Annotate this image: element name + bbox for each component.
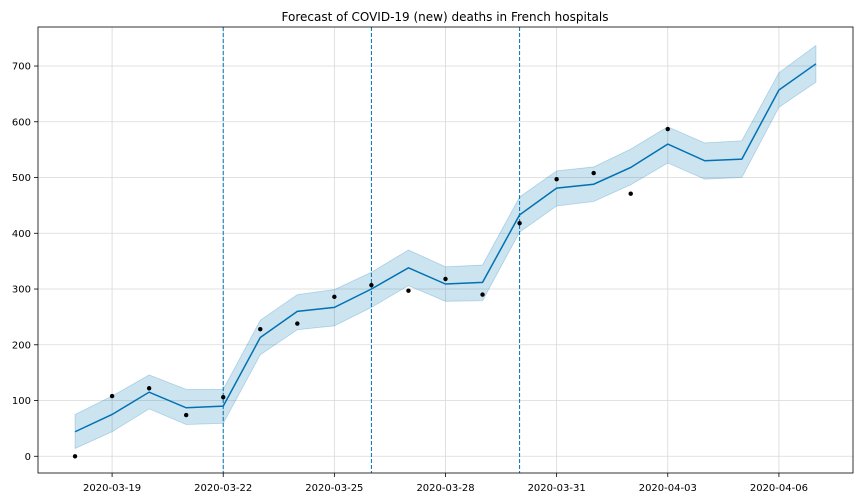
chart-title: Forecast of COVID-19 (new) deaths in Fre… bbox=[282, 10, 609, 24]
actual-points bbox=[72, 126, 670, 459]
actual-point bbox=[221, 394, 226, 400]
actual-point bbox=[591, 170, 596, 176]
forecast-series bbox=[74, 63, 817, 433]
actual-point bbox=[109, 393, 115, 399]
x-tick-label: 2020-04-06 bbox=[750, 483, 808, 494]
actual-point bbox=[258, 326, 263, 332]
actual-point bbox=[628, 191, 633, 196]
forecast-line bbox=[74, 63, 817, 433]
y-tick-label: 600 bbox=[12, 117, 31, 128]
actual-point bbox=[480, 292, 485, 297]
y-axis-ticks: 0 100 200 300 400 500 600 700 bbox=[12, 62, 38, 463]
y-tick-label: 700 bbox=[12, 62, 31, 73]
actual-point bbox=[332, 294, 337, 300]
actual-point bbox=[554, 176, 559, 182]
x-tick-label: 2020-03-25 bbox=[305, 483, 363, 494]
y-tick-label: 300 bbox=[12, 285, 31, 296]
y-tick-label: 500 bbox=[12, 173, 31, 184]
x-tick-label: 2020-03-28 bbox=[416, 483, 474, 494]
uncertainty-interval bbox=[74, 44, 817, 450]
x-tick-label: 2020-03-19 bbox=[83, 483, 141, 494]
actual-point bbox=[406, 288, 411, 293]
x-tick-label: 2020-04-03 bbox=[639, 483, 697, 494]
uncertainty-band bbox=[74, 44, 817, 450]
actual-point bbox=[665, 126, 670, 132]
actual-point bbox=[146, 386, 152, 391]
y-tick-label: 400 bbox=[12, 229, 31, 240]
changepoint-lines bbox=[222, 27, 521, 473]
x-tick-label: 2020-03-22 bbox=[194, 483, 252, 494]
y-tick-label: 0 bbox=[25, 452, 31, 463]
grid-lines bbox=[38, 27, 853, 473]
actual-point bbox=[517, 221, 522, 226]
x-tick-label: 2020-03-31 bbox=[528, 483, 586, 494]
y-tick-label: 200 bbox=[12, 340, 31, 351]
actual-point bbox=[369, 282, 374, 288]
actual-point bbox=[295, 321, 300, 326]
actual-point bbox=[443, 276, 448, 282]
actual-point bbox=[183, 412, 189, 418]
x-axis-ticks: 2020-03-19 2020-03-22 2020-03-25 2020-03-28… bbox=[83, 473, 808, 494]
y-tick-label: 100 bbox=[12, 396, 31, 407]
actual-point bbox=[72, 454, 78, 459]
